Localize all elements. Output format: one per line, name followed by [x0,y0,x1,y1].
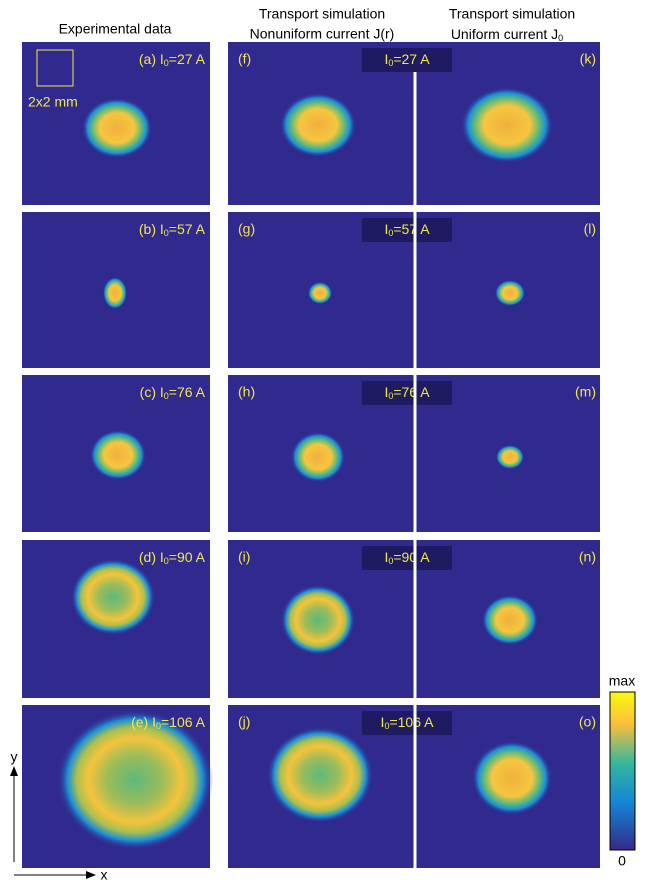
current-symbol: I [160,384,164,400]
beam-spot [291,432,345,482]
panel-letter: (l) [584,221,596,237]
colorbar-min: 0 [618,853,626,869]
beam-spot [495,280,525,306]
subtitle-text: Uniform current J [451,26,558,42]
beam-spot [90,430,146,480]
beam-spot [57,710,213,850]
panel-letter: (e) [131,714,148,730]
exp-label: (b) I0=57 A [139,221,206,239]
current-label: I0=57 A [384,221,430,239]
panel-letter: (i) [238,549,250,565]
current-symbol: I [160,549,164,565]
panel-letter: (f) [238,51,251,67]
current-sub: 0 [384,721,389,731]
panel-letter: (m) [575,384,596,400]
panel-letter: (d) [139,549,156,565]
current-sub: 0 [164,228,169,238]
current-value: =76 A [169,384,206,400]
current-symbol: I [384,51,388,67]
current-label: I0=76 A [384,384,430,402]
current-sub: 0 [388,58,393,68]
current-box [362,218,452,242]
current-sub: 0 [388,556,393,566]
current-sub: 0 [388,391,393,401]
beam-spot [308,282,332,304]
column-subtitle: Nonuniform current J(r) [250,26,395,42]
current-value: =90 A [393,549,430,565]
panel-letter: (g) [238,221,255,237]
subtitle-sub: 0 [558,33,563,43]
beam-spot [281,585,355,655]
current-sub: 0 [164,391,169,401]
panel-letter: (o) [579,714,596,730]
beam-spot [496,445,524,469]
current-value: =106 A [389,714,434,730]
column-subtitle: Uniform current J0 [451,26,563,44]
beam-spot [472,741,552,815]
beam-spot [71,559,155,635]
current-box [362,48,452,72]
column-title: Transport simulation [449,6,575,22]
current-box [362,381,452,405]
panel-letter: (h) [238,384,255,400]
beam-spot [482,595,538,645]
scale-label: 2x2 mm [28,94,78,110]
x-axis-label: x [101,867,108,883]
exp-label: (e) I0=106 A [131,714,206,732]
current-value: =90 A [169,549,206,565]
current-value: =27 A [393,51,430,67]
current-box [362,546,452,570]
current-value: =27 A [169,51,206,67]
current-symbol: I [384,384,388,400]
exp-label: (c) I0=76 A [140,384,206,402]
current-value: =106 A [161,714,206,730]
exp-label: (a) I0=27 A [139,51,206,69]
current-symbol: I [152,714,156,730]
current-box [362,711,452,735]
current-sub: 0 [164,58,169,68]
panel-letter: (j) [238,714,250,730]
y-arrow-head [10,766,18,776]
current-value: =57 A [169,221,206,237]
current-value: =76 A [393,384,430,400]
current-symbol: I [381,714,385,730]
current-sub: 0 [164,556,169,566]
beam-spot [82,98,152,158]
y-axis-label: y [11,749,18,765]
current-label: I0=90 A [384,549,430,567]
x-arrow-head [86,871,96,879]
scale-box [36,49,74,87]
current-symbol: I [160,51,164,67]
current-label: I0=106 A [381,714,435,732]
colorbar [609,691,636,851]
exp-label: (d) I0=90 A [139,549,206,567]
beam-spot [267,727,373,823]
panel-letter: (k) [580,51,596,67]
current-sub: 0 [388,228,393,238]
beam-spot [103,277,127,309]
panel-letter: (c) [140,384,156,400]
panel-letter: (a) [139,51,156,67]
panels: (a) I0=27 A (f) (k)I0=27 A(b) I0=57 A (g) (l… [22,42,600,868]
current-symbol: I [384,549,388,565]
current-symbol: I [160,221,164,237]
panel-letter: (b) [139,221,156,237]
column-title: Experimental data [59,21,172,37]
column-title: Transport simulation [259,6,385,22]
beam-spot [280,93,356,157]
current-value: =57 A [393,221,430,237]
panel-letter: (n) [579,549,596,565]
colorbar-max: max [609,673,635,689]
beam-spot [461,87,553,163]
current-sub: 0 [156,721,161,731]
current-label: I0=27 A [384,51,430,69]
current-symbol: I [384,221,388,237]
